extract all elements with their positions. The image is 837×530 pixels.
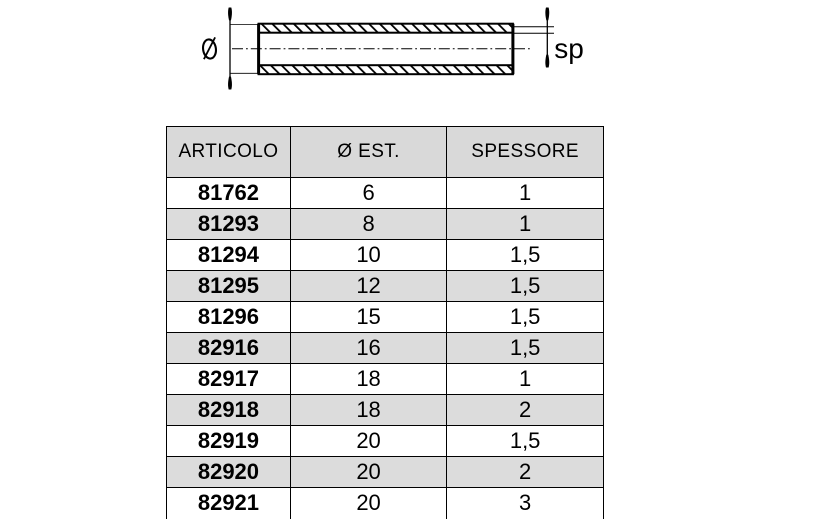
svg-text:sp: sp bbox=[554, 33, 584, 64]
